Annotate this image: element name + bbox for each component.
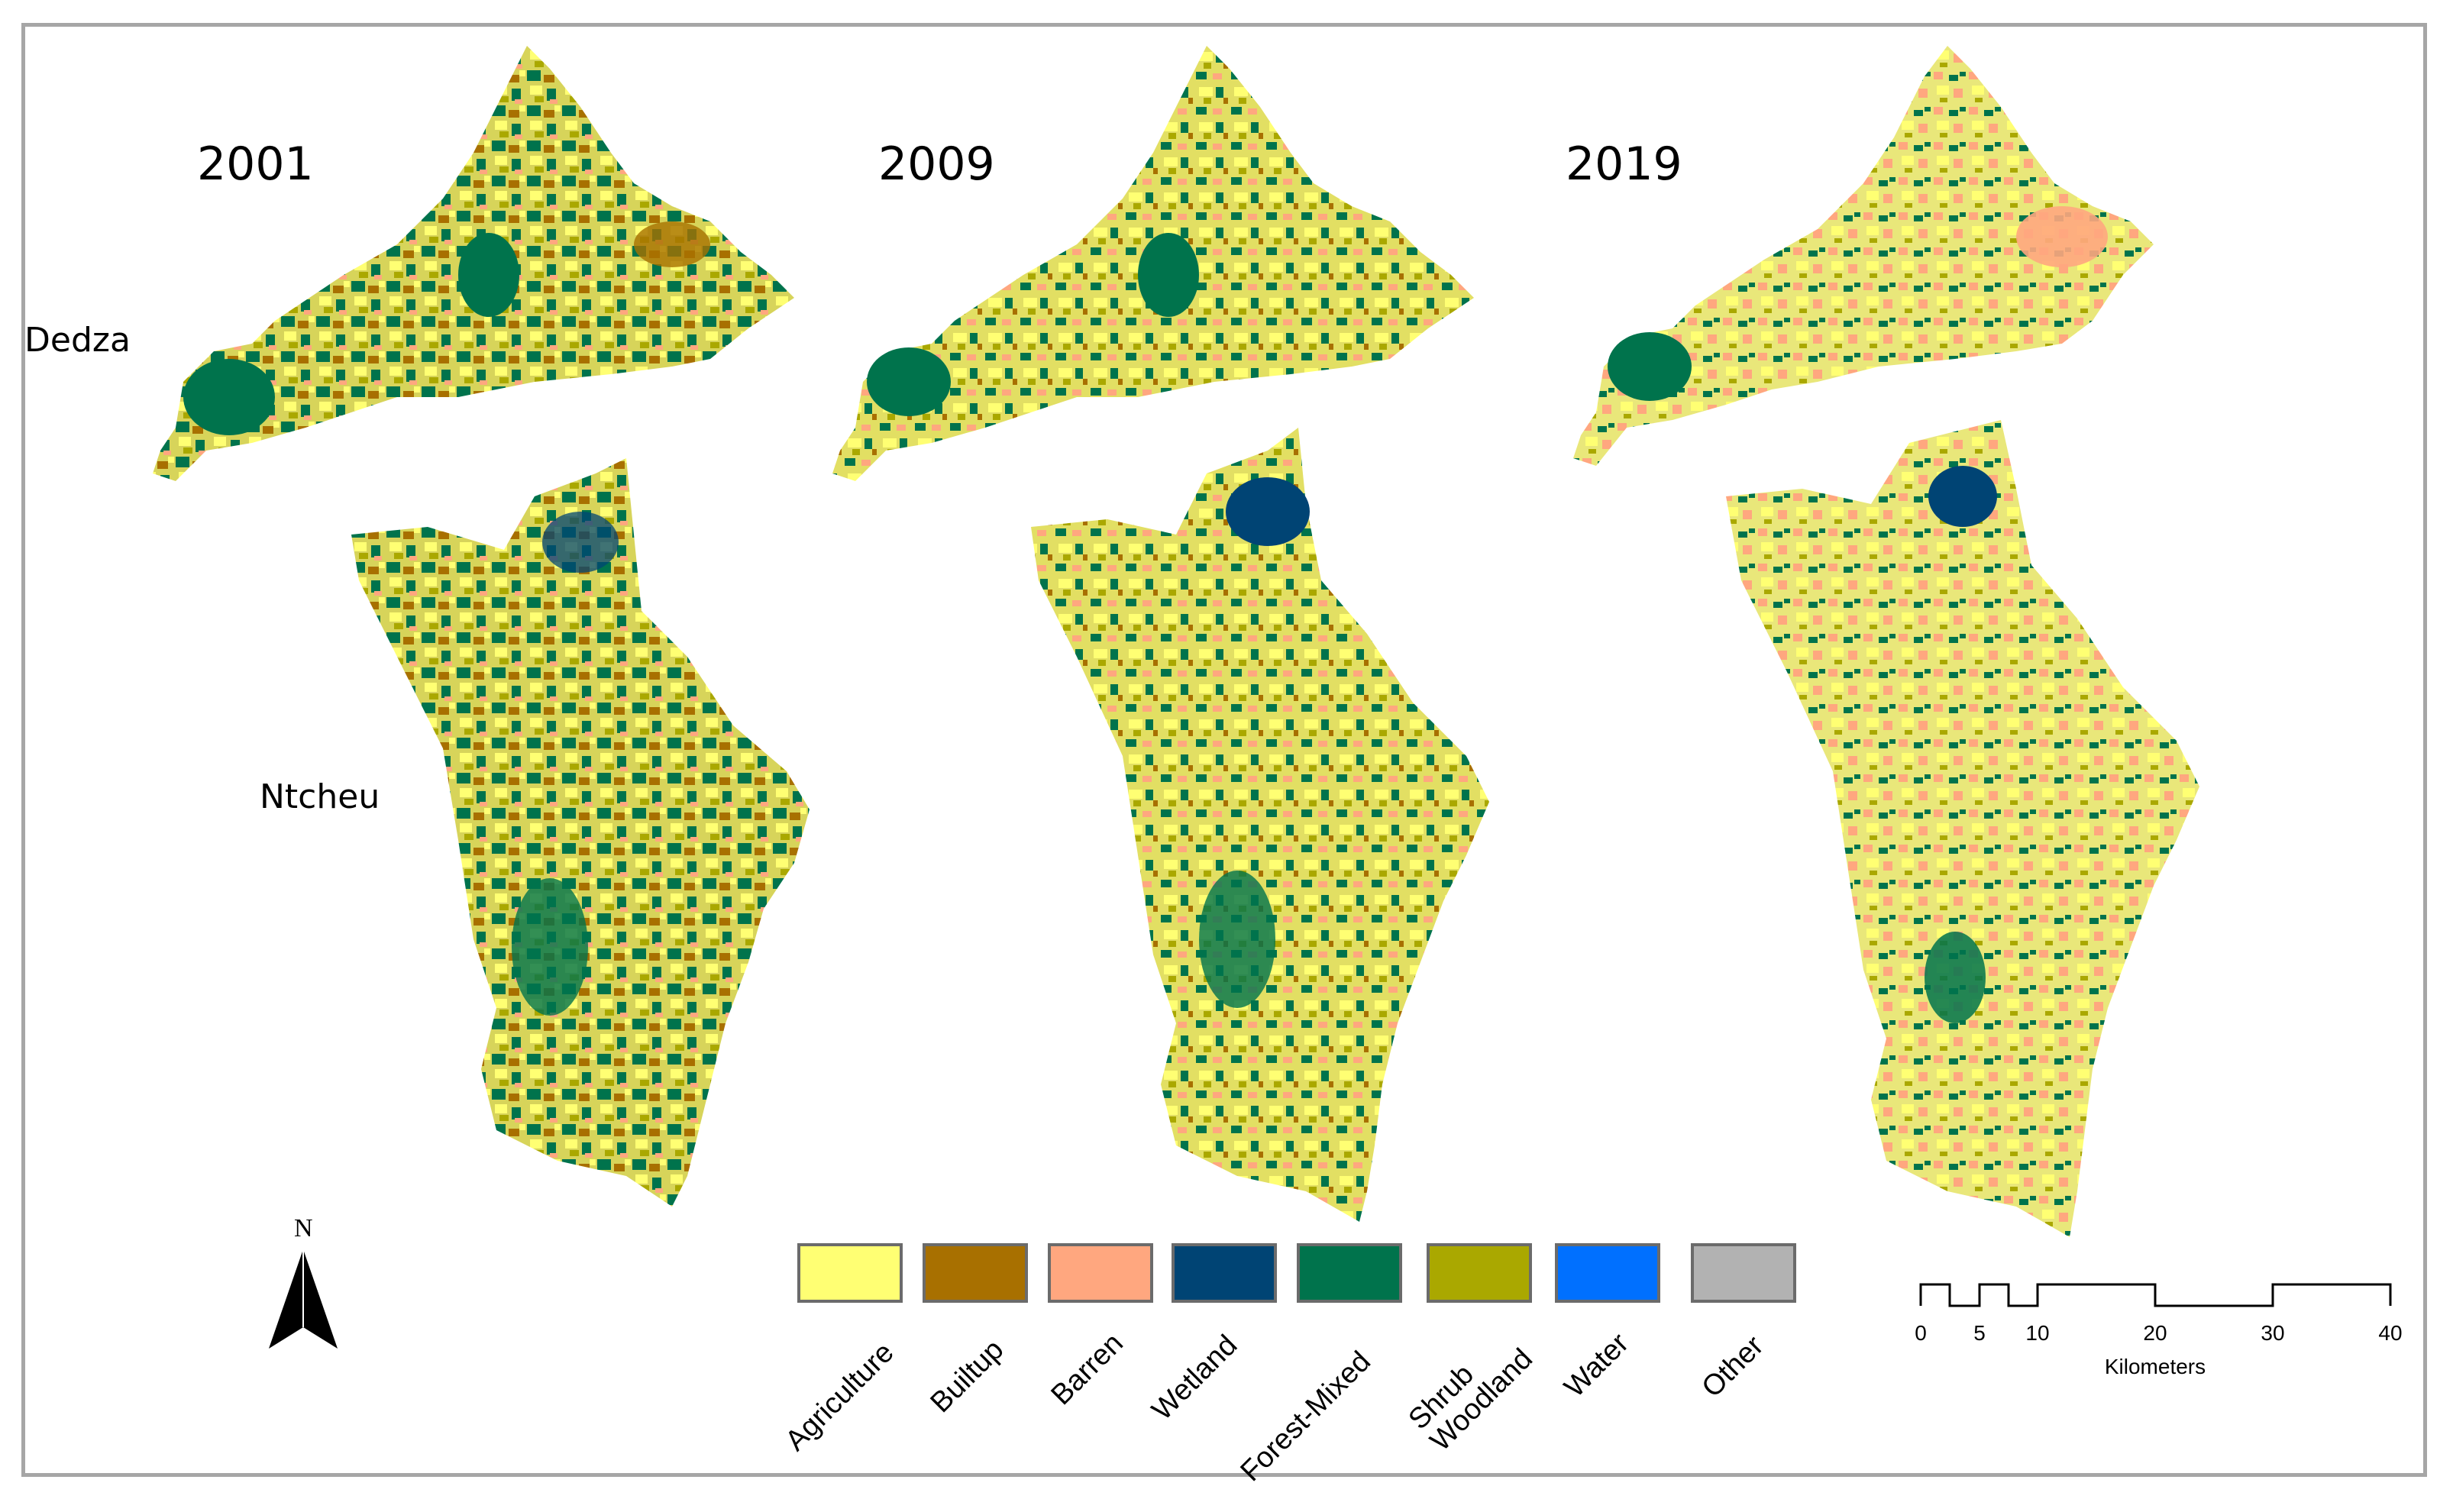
map-2019 bbox=[1573, 46, 2199, 1237]
scale-tick-0: 0 bbox=[1915, 1321, 1927, 1345]
legend-swatch-forest-mixed bbox=[1297, 1243, 1402, 1303]
forest-patch bbox=[183, 359, 275, 435]
forest-patch bbox=[1925, 932, 1986, 1023]
wetland-patch bbox=[1226, 477, 1310, 546]
legend-swatch-shrub-woodland bbox=[1427, 1243, 1532, 1303]
forest-patch bbox=[512, 878, 588, 1016]
forest-patch bbox=[1199, 871, 1275, 1008]
scale-tick-30: 30 bbox=[2261, 1321, 2285, 1345]
scale-tick-20: 20 bbox=[2143, 1321, 2167, 1345]
legend-swatch-barren bbox=[1048, 1243, 1153, 1303]
scale-tick-40: 40 bbox=[2378, 1321, 2403, 1345]
legend-swatch-water bbox=[1555, 1243, 1660, 1303]
barren-patch bbox=[2016, 206, 2108, 267]
ntcheu-2009 bbox=[1031, 428, 1489, 1222]
legend-swatch-other bbox=[1691, 1243, 1796, 1303]
north-arrow-icon bbox=[269, 1249, 338, 1349]
forest-patch bbox=[1608, 332, 1692, 401]
district-label-ntcheu: Ntcheu bbox=[260, 777, 380, 816]
scale-bar bbox=[1919, 1283, 2392, 1307]
ntcheu-2019 bbox=[1726, 420, 2199, 1237]
north-label: N bbox=[294, 1214, 313, 1242]
forest-patch bbox=[867, 347, 951, 416]
scale-units: Kilometers bbox=[2104, 1355, 2206, 1378]
dedza-2019 bbox=[1573, 46, 2154, 466]
forest-patch bbox=[458, 233, 519, 317]
wetland-patch bbox=[1928, 466, 1997, 527]
legend-swatch-builtup bbox=[923, 1243, 1028, 1303]
year-label-2019: 2019 bbox=[1566, 137, 1682, 191]
builtup-patch bbox=[634, 221, 710, 267]
ntcheu-2001 bbox=[351, 458, 810, 1207]
map-2009 bbox=[832, 46, 1489, 1222]
year-label-2001: 2001 bbox=[197, 137, 314, 191]
district-label-dedza: Dedza bbox=[24, 321, 131, 360]
legend-swatch-wetland bbox=[1172, 1243, 1277, 1303]
wetland-patch bbox=[542, 512, 619, 573]
scale-tick-10: 10 bbox=[2025, 1321, 2050, 1345]
forest-patch bbox=[1138, 233, 1199, 317]
year-label-2009: 2009 bbox=[878, 137, 995, 191]
scale-tick-5: 5 bbox=[1973, 1321, 1986, 1345]
legend-swatch-agriculture bbox=[797, 1243, 903, 1303]
map-frame bbox=[21, 23, 2427, 1477]
map-2001 bbox=[153, 46, 810, 1207]
